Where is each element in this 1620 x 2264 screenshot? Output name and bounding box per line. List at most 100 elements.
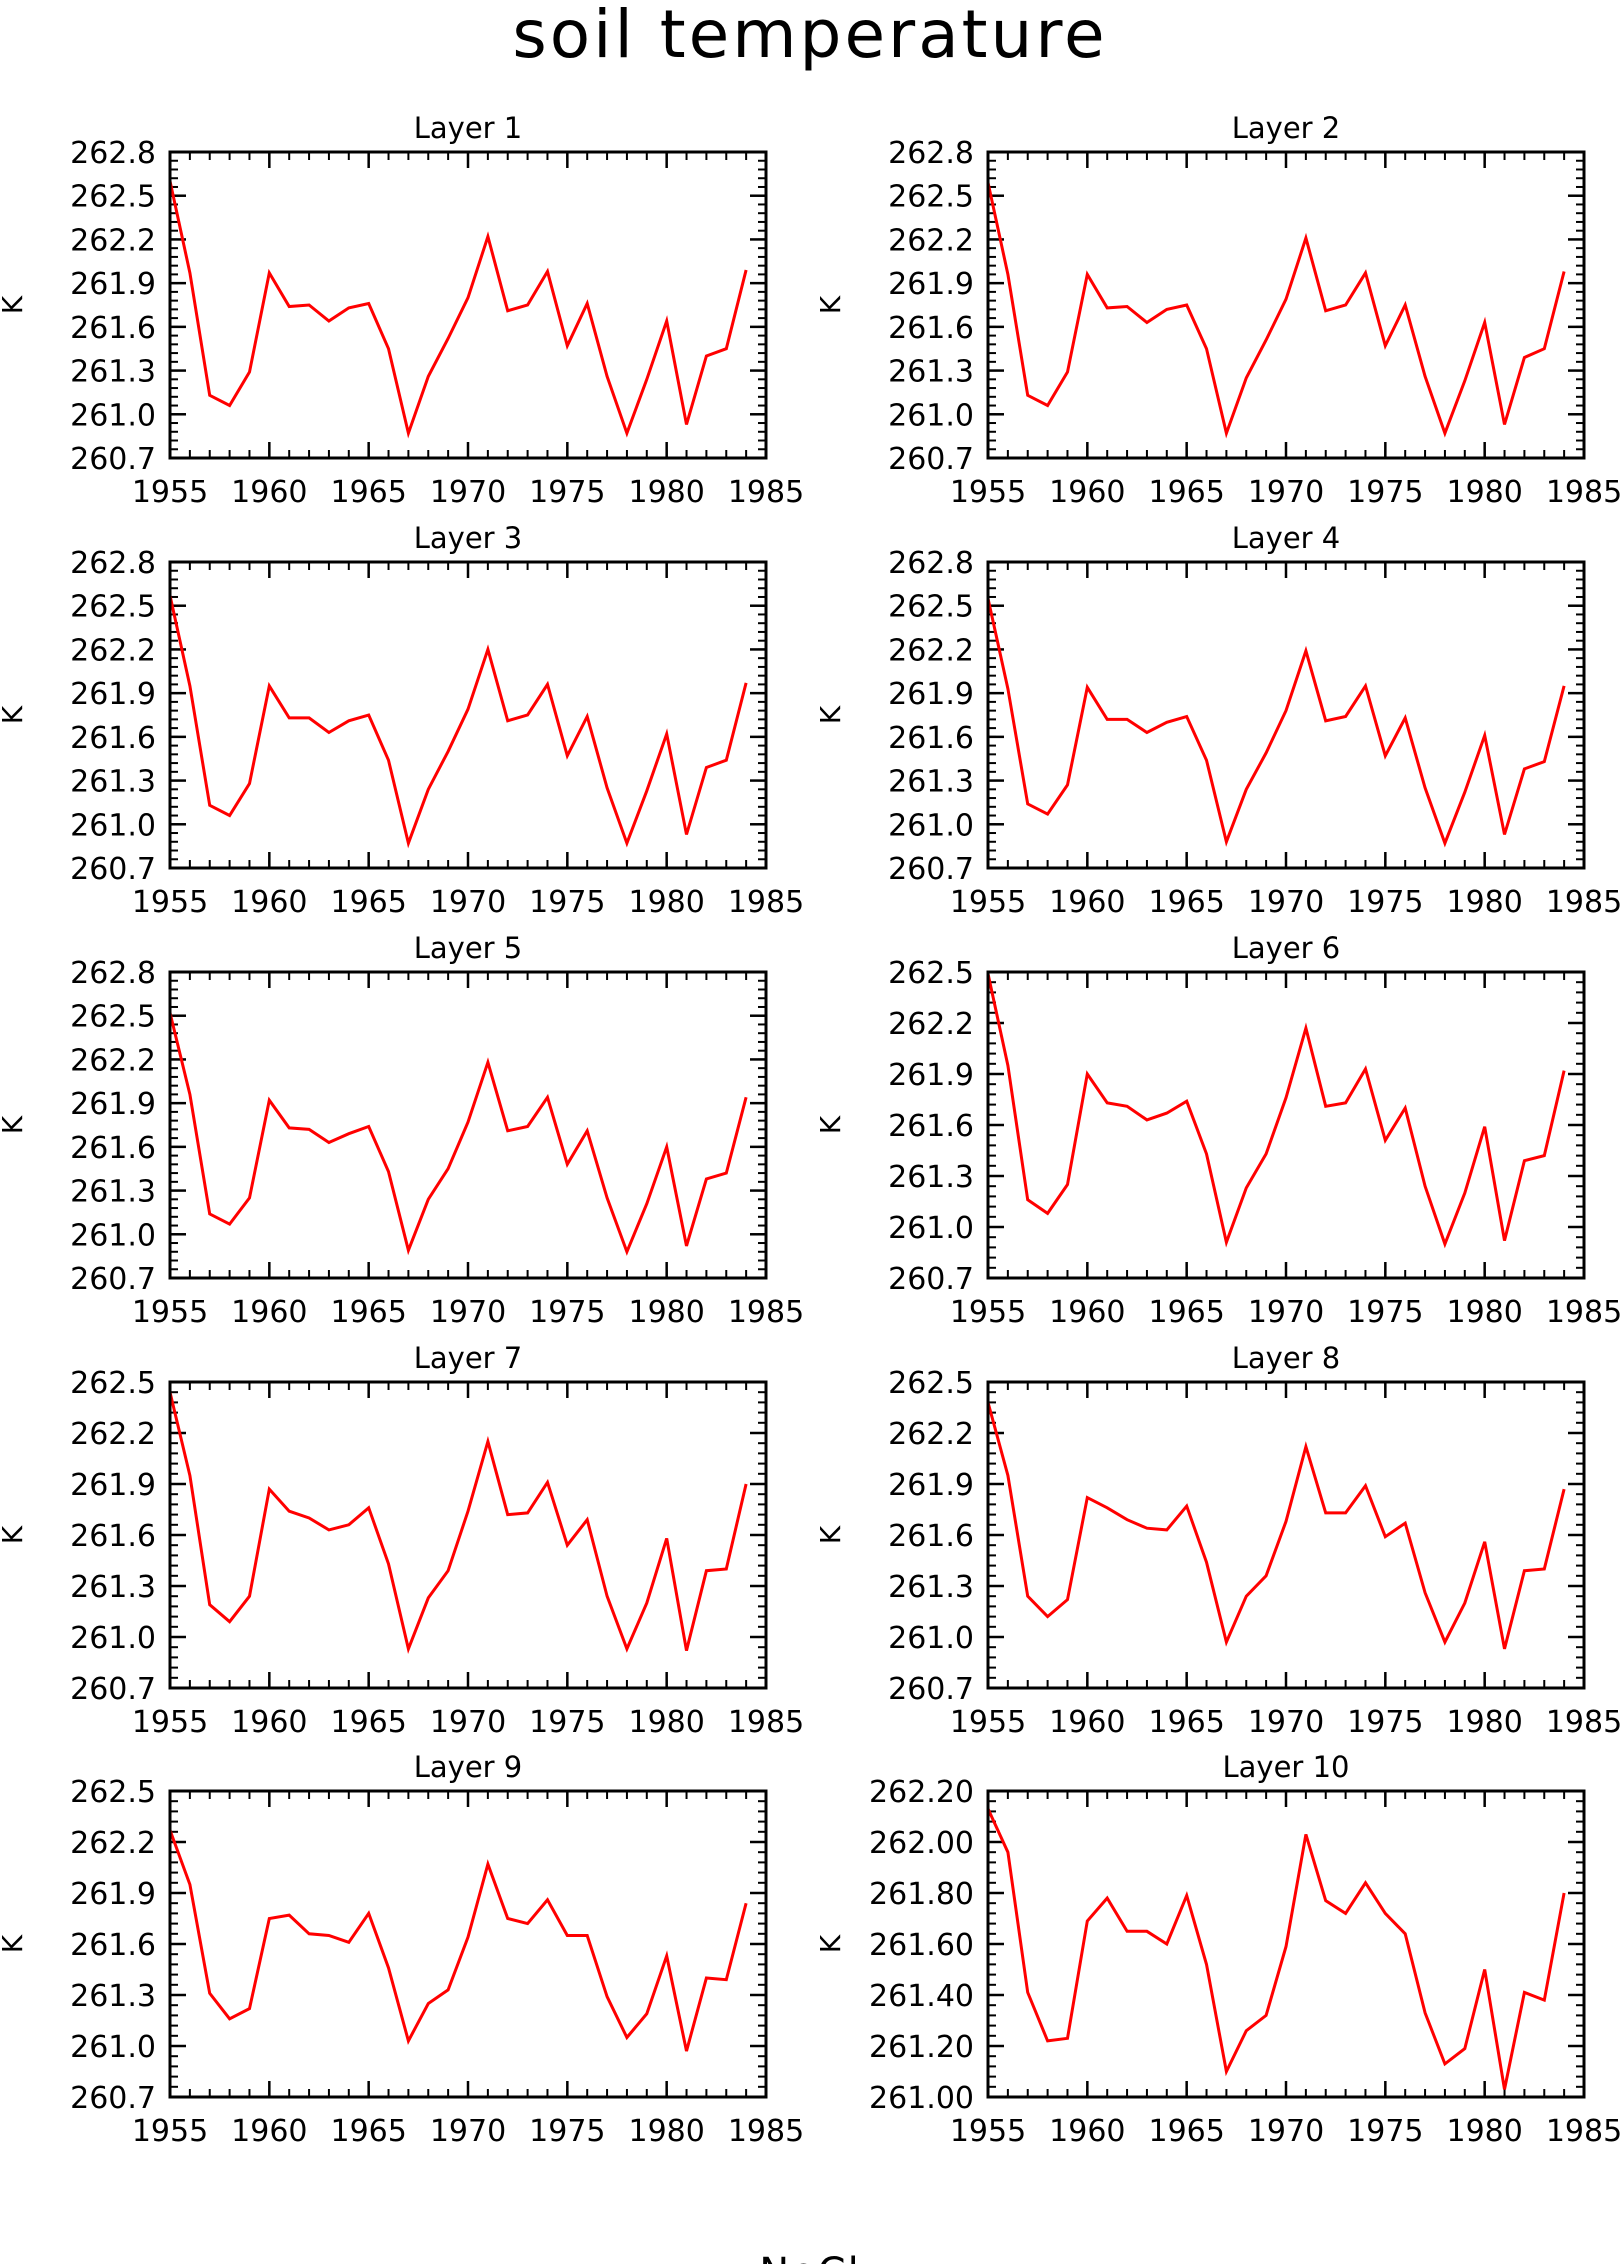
data-point	[645, 1601, 649, 1605]
data-point	[1284, 709, 1288, 713]
data-point	[287, 716, 291, 720]
x-tick-label: 1965	[330, 475, 406, 510]
data-point	[327, 731, 331, 735]
data-point	[1403, 303, 1407, 307]
data-point	[1364, 1067, 1368, 1071]
subplot-title: Layer 8	[1232, 1341, 1341, 1375]
data-point	[426, 1197, 430, 1201]
data-point	[1542, 760, 1546, 764]
data-point	[1383, 344, 1387, 348]
data-point	[625, 431, 629, 435]
data-point	[1125, 305, 1129, 309]
data-point	[585, 1518, 589, 1522]
data-point	[1224, 1640, 1228, 1644]
data-point	[1503, 1239, 1507, 1243]
series-line	[168, 595, 748, 849]
data-point	[486, 647, 490, 651]
x-tick-label: 1980	[1446, 2114, 1522, 2149]
x-tick-label: 1960	[231, 1705, 307, 1740]
data-point	[387, 1170, 391, 1174]
data-point	[704, 1569, 708, 1573]
data-point	[248, 1196, 252, 1200]
y-tick-label: 262.5	[70, 1000, 156, 1035]
data-point	[685, 1244, 689, 1248]
data-point	[1324, 719, 1328, 723]
data-point	[1542, 1998, 1546, 2002]
y-tick-label: 260.7	[888, 442, 974, 477]
data-point	[287, 305, 291, 309]
data-point	[565, 1934, 569, 1938]
data-point	[188, 1092, 192, 1096]
data-point	[1542, 1567, 1546, 1571]
data-point	[188, 1883, 192, 1887]
x-tick-label: 1960	[1049, 1705, 1125, 1740]
y-axis-label: K	[0, 1934, 29, 1953]
data-point	[665, 319, 669, 323]
data-point	[1125, 1104, 1129, 1108]
data-point	[1364, 1484, 1368, 1488]
data-point	[1224, 840, 1228, 844]
data-point	[1066, 1183, 1070, 1187]
x-tick-label: 1955	[132, 1295, 208, 1330]
y-tick-label: 262.2	[70, 1417, 156, 1452]
y-tick-label: 261.9	[70, 677, 156, 712]
data-point	[1463, 1191, 1467, 1195]
data-point	[546, 270, 550, 274]
data-point	[1105, 1506, 1109, 1510]
data-point	[327, 319, 331, 323]
data-point	[1026, 393, 1030, 397]
x-tick-label: 1985	[1546, 475, 1620, 510]
data-point	[1284, 1096, 1288, 1100]
data-point	[287, 1913, 291, 1917]
data-point	[1125, 1929, 1129, 1933]
x-tick-label: 1985	[1546, 2114, 1620, 2149]
data-point	[1224, 431, 1228, 435]
x-tick-label: 1970	[1248, 1705, 1324, 1740]
data-point	[1205, 347, 1209, 351]
data-point	[685, 2049, 689, 2053]
subplot-title: Layer 1	[414, 111, 523, 145]
data-point	[526, 713, 530, 717]
data-point	[287, 1509, 291, 1513]
x-tick-label: 1970	[1248, 1295, 1324, 1330]
y-tick-label: 261.0	[70, 1218, 156, 1253]
x-tick-label: 1960	[1049, 475, 1125, 510]
x-tick-label: 1985	[728, 2114, 804, 2149]
data-point	[506, 1129, 510, 1133]
data-point	[347, 1940, 351, 1944]
data-point	[1205, 1152, 1209, 1156]
y-axis-label: K	[814, 295, 847, 314]
y-tick-label: 260.7	[888, 1262, 974, 1297]
data-point	[744, 1901, 748, 1905]
data-point	[1522, 1569, 1526, 1573]
data-point	[1522, 1990, 1526, 1994]
data-point	[1364, 684, 1368, 688]
data-point	[466, 1509, 470, 1513]
data-point	[208, 1212, 212, 1216]
data-point	[248, 2007, 252, 2011]
data-point	[605, 1196, 609, 1200]
data-point	[1443, 431, 1447, 435]
data-point	[1165, 1942, 1169, 1946]
data-point	[1423, 786, 1427, 790]
plot-frame	[986, 970, 1586, 1280]
y-tick-label: 262.2	[70, 1826, 156, 1861]
data-point	[1562, 1487, 1566, 1491]
y-tick-label: 261.6	[70, 311, 156, 346]
y-tick-label: 261.9	[70, 1468, 156, 1503]
data-point	[1344, 1911, 1348, 1915]
data-point	[466, 1120, 470, 1124]
data-point	[1085, 1919, 1089, 1923]
data-point	[685, 833, 689, 837]
data-point	[1165, 307, 1169, 311]
data-point	[1304, 649, 1308, 653]
data-point	[1562, 1891, 1566, 1895]
y-tick-label: 262.8	[70, 546, 156, 581]
data-point	[1522, 767, 1526, 771]
data-point	[228, 2017, 232, 2021]
y-axis-label: K	[0, 705, 29, 724]
x-tick-label: 1960	[231, 475, 307, 510]
data-point	[1224, 1240, 1228, 1244]
data-point	[565, 1543, 569, 1547]
x-tick-label: 1955	[132, 1705, 208, 1740]
